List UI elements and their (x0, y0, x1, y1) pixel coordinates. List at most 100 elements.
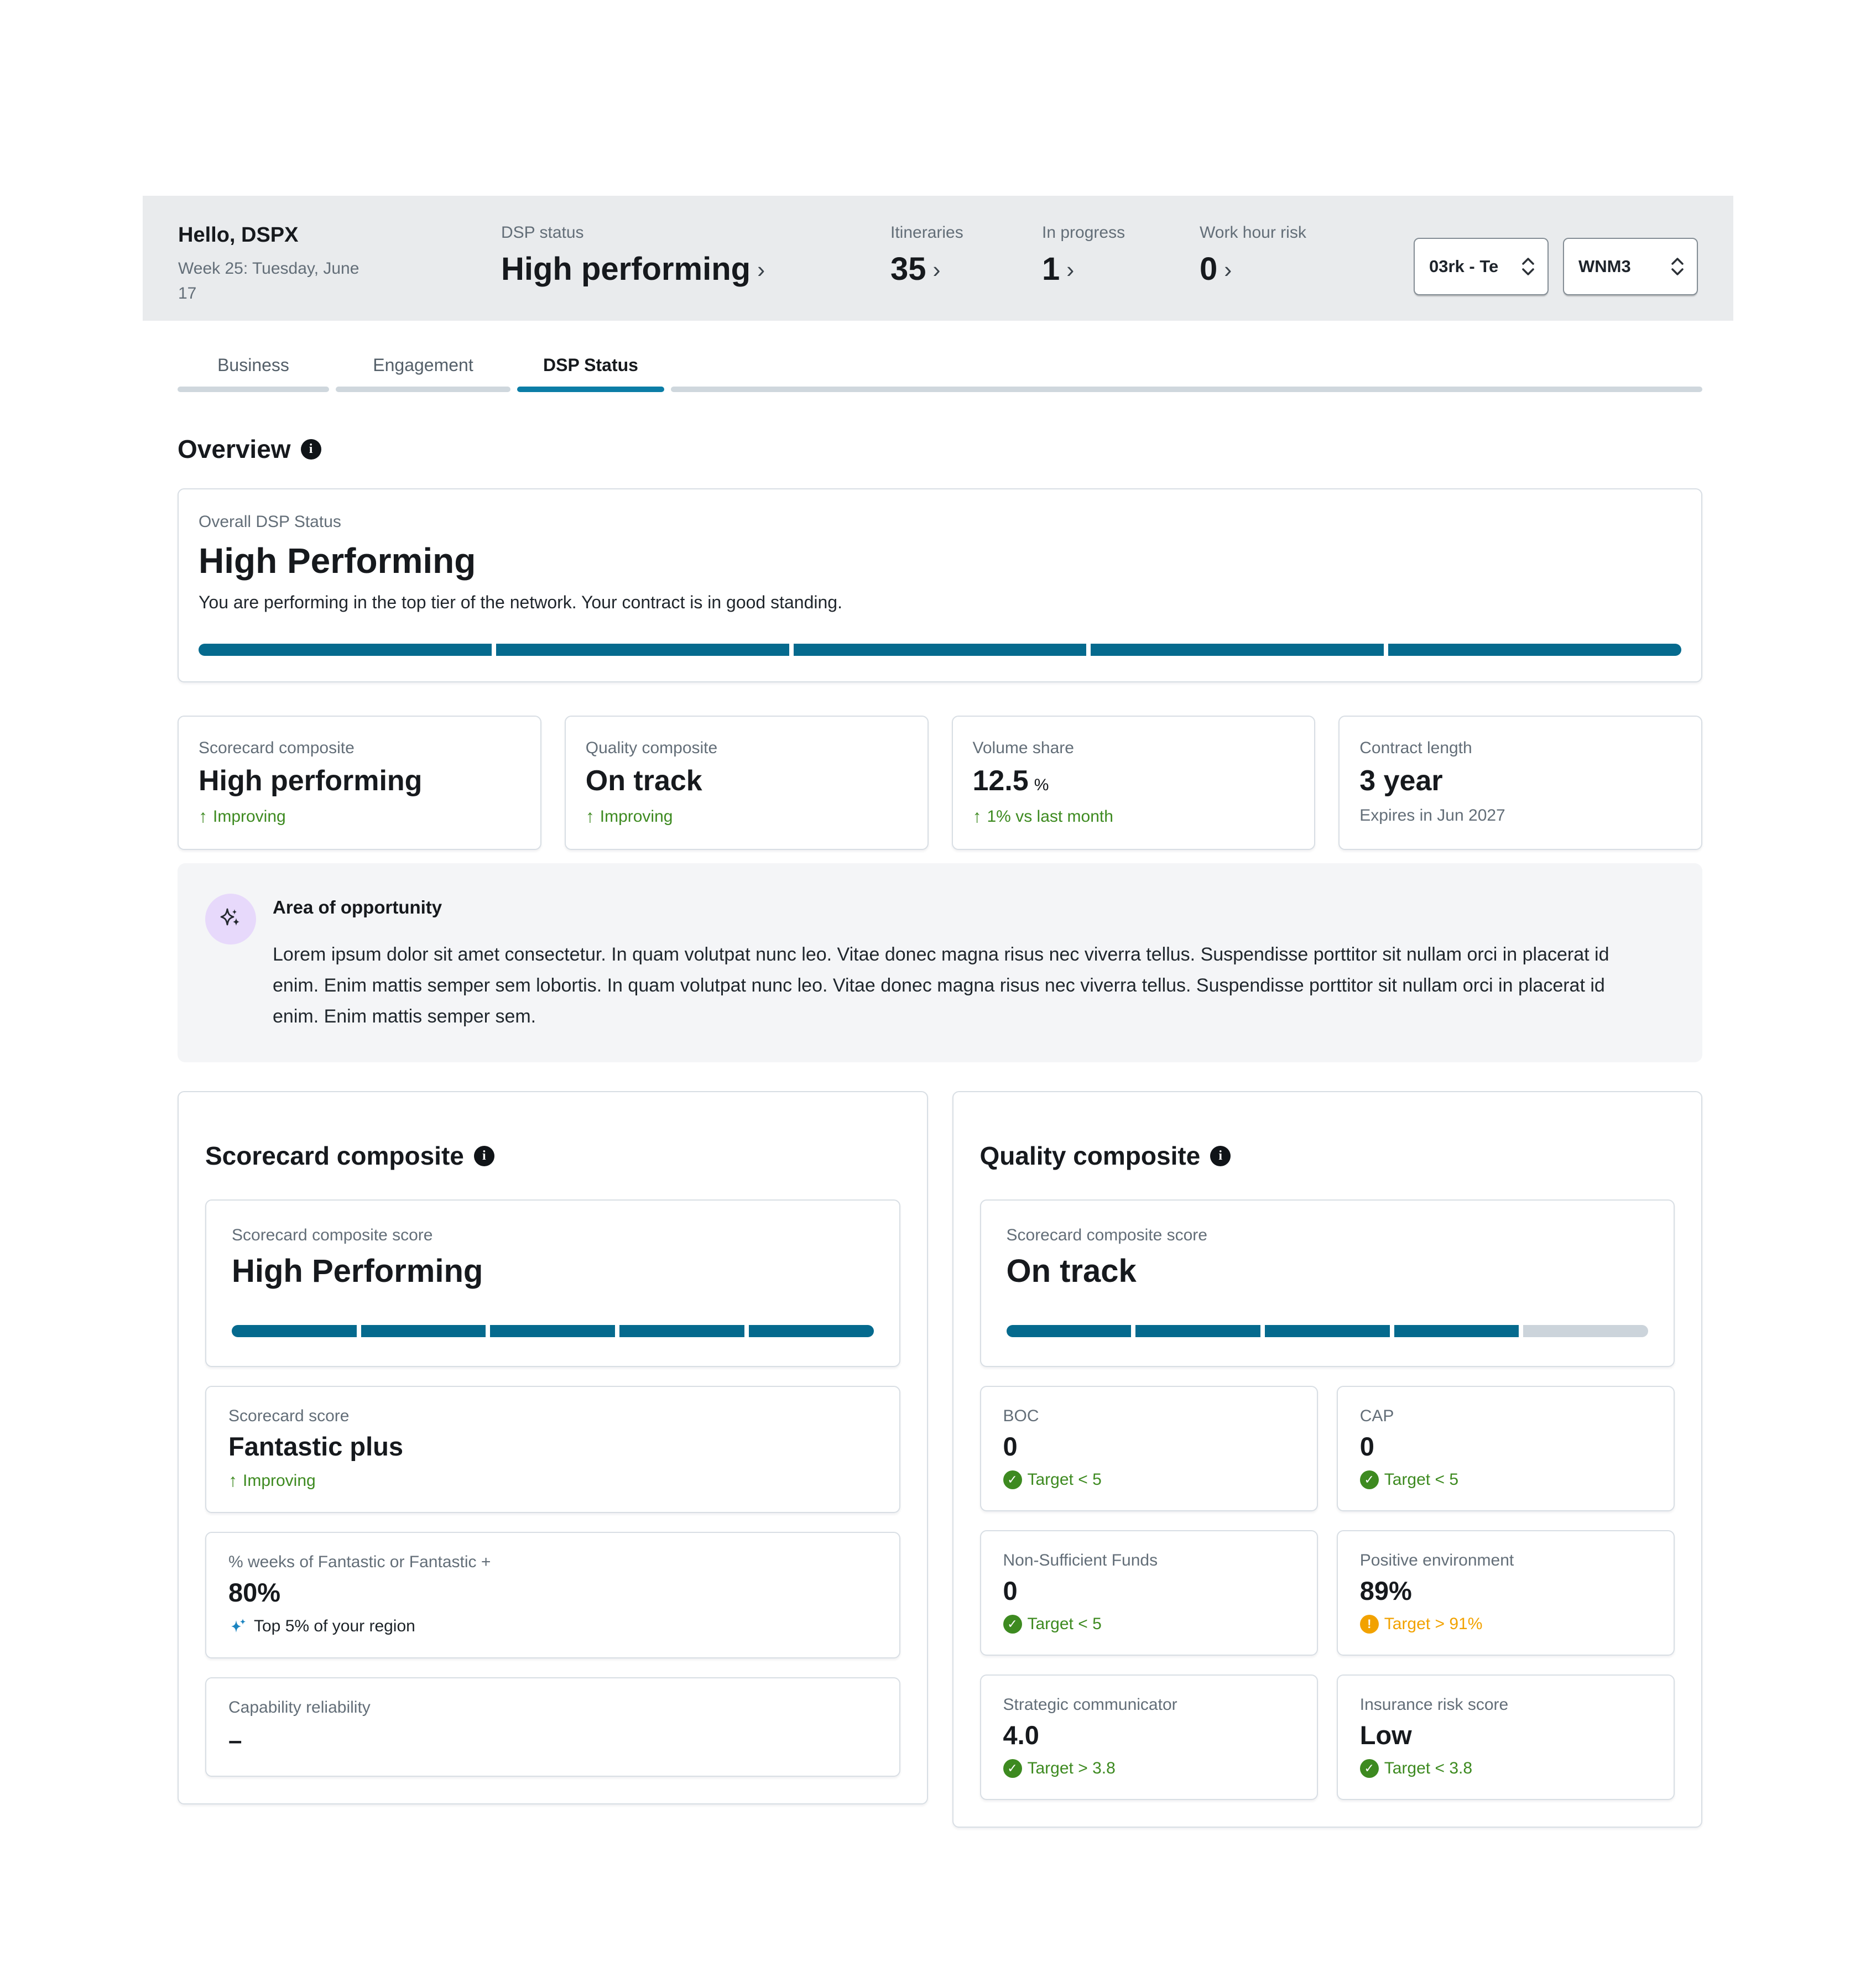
opportunity-body: Lorem ipsum dolor sit amet consectetur. … (273, 944, 1609, 1027)
station-selector-value: WNM3 (1578, 257, 1631, 276)
stat-value: On track (585, 765, 702, 797)
itineraries-label: Itineraries (890, 223, 963, 242)
metric-status-text: Target < 5 (1027, 1470, 1102, 1489)
progress-segment (1006, 1325, 1132, 1338)
progress-segment (1135, 1325, 1260, 1338)
stat-delta: ↑ Improving (199, 806, 520, 827)
ai-sparkle-icon (205, 894, 256, 945)
itineraries-link[interactable]: 35 › (890, 253, 1042, 285)
sparkle-icon (231, 1619, 246, 1633)
stat-note: Expires in Jun 2027 (1359, 806, 1681, 825)
header-in-progress: In progress 1 › (1042, 223, 1200, 285)
stat-label: Quality composite (585, 739, 718, 757)
progress-bar (199, 644, 1681, 656)
score-card-label: Scorecard composite score (1006, 1226, 1208, 1245)
tab-engagement-label: Engagement (373, 355, 473, 375)
metric-value: 0 (1003, 1576, 1018, 1606)
metric-label: CAP (1359, 1407, 1394, 1426)
metric-label: BOC (1003, 1407, 1039, 1426)
in-progress-label: In progress (1042, 223, 1125, 242)
scorecard-section-heading: Scorecard composite i (205, 1141, 900, 1171)
section-title: Scorecard composite (205, 1141, 464, 1171)
score-card-label: Scorecard composite score (232, 1226, 433, 1245)
stat-value: 3 year (1359, 765, 1443, 797)
metric-label: Strategic communicator (1003, 1695, 1177, 1714)
volume-share-number: 12.5 (972, 765, 1029, 797)
metric-label: Capability reliability (228, 1698, 371, 1717)
week-date-text: Week 25: Tuesday, June 17 (178, 259, 359, 302)
in-progress-link[interactable]: 1 › (1042, 253, 1200, 285)
metric-status: ! Target > 91% (1359, 1615, 1651, 1634)
scorecard-score-card: Scorecard composite score High Performin… (205, 1199, 900, 1368)
work-hour-risk-link[interactable]: 0 › (1200, 253, 1410, 285)
metric-status: ✓ Target < 3.8 (1359, 1759, 1651, 1778)
insurance-risk-metric-card: Insurance risk score Low ✓ Target < 3.8 (1336, 1674, 1675, 1801)
dsp-status-link[interactable]: High performing › (501, 253, 890, 285)
tab-dsp-status-label: DSP Status (543, 355, 638, 375)
scorecard-composite-stat-card: Scorecard composite High performing ↑ Im… (178, 716, 541, 850)
chevrons-updown-icon (1671, 258, 1684, 275)
progress-segment (1091, 644, 1384, 656)
chevron-right-icon: › (1066, 257, 1075, 283)
metric-value: 4.0 (1003, 1720, 1039, 1750)
metric-status-text: Target > 91% (1384, 1615, 1483, 1634)
metric-status-text: Target < 5 (1384, 1470, 1459, 1489)
overall-status-label: Overall DSP Status (199, 513, 341, 531)
progress-segment (496, 644, 789, 656)
check-circle-icon: ✓ (1359, 1759, 1379, 1778)
progress-bar (232, 1325, 874, 1338)
metric-status: Top 5% of your region (228, 1616, 877, 1636)
itineraries-value: 35 (890, 251, 926, 287)
metric-label: Positive environment (1359, 1551, 1514, 1570)
warning-circle-icon: ! (1359, 1615, 1379, 1634)
progress-segment (1388, 644, 1681, 656)
stat-value: 12.5 % (973, 764, 1295, 797)
stat-value: High performing (199, 765, 423, 797)
score-card-value: On track (1006, 1253, 1137, 1290)
tab-dsp-status[interactable]: DSP Status (517, 355, 664, 392)
quality-metric-grid: BOC 0 ✓ Target < 5 CAP 0 ✓ Target < 5 (979, 1386, 1675, 1801)
check-circle-icon: ✓ (1359, 1470, 1379, 1490)
opportunity-content: Area of opportunity Lorem ipsum dolor si… (273, 894, 1619, 1032)
info-icon[interactable]: i (1210, 1145, 1231, 1166)
chevrons-updown-icon (1522, 258, 1534, 275)
stat-cards-row: Scorecard composite High performing ↑ Im… (178, 716, 1702, 850)
station-selector[interactable]: WNM3 (1563, 238, 1698, 295)
metric-status: ✓ Target < 5 (1003, 1470, 1295, 1490)
score-card-value: High Performing (232, 1253, 483, 1290)
metric-value: – (228, 1727, 242, 1755)
section-title: Quality composite (979, 1141, 1201, 1171)
quality-composite-section: Quality composite i Scorecard composite … (952, 1091, 1702, 1828)
tab-engagement[interactable]: Engagement (336, 355, 510, 392)
page-title: Overview (178, 435, 291, 463)
chevron-right-icon: › (1224, 257, 1232, 283)
stat-label: Contract length (1359, 739, 1472, 757)
info-icon[interactable]: i (473, 1145, 494, 1166)
in-progress-value: 1 (1042, 251, 1060, 287)
tab-bar: Business Engagement DSP Status (178, 355, 1702, 392)
progress-segment (199, 644, 492, 656)
metric-value: 89% (1359, 1576, 1412, 1606)
info-icon[interactable]: i (300, 439, 321, 460)
work-hour-risk-value: 0 (1200, 251, 1218, 287)
scorecard-composite-section: Scorecard composite i Scorecard composit… (178, 1091, 928, 1805)
overall-dsp-status-card: Overall DSP Status High Performing You a… (178, 488, 1702, 682)
up-arrow-icon: ↑ (228, 1470, 237, 1491)
metric-value: Fantastic plus (228, 1432, 404, 1462)
tab-business[interactable]: Business (178, 355, 329, 392)
org-selector[interactable]: 03rk - Te (1414, 238, 1549, 295)
progress-segment (793, 644, 1087, 656)
fantastic-weeks-metric-card: % weeks of Fantastic or Fantastic + 80% … (205, 1532, 900, 1659)
stat-delta-text: Improving (213, 807, 286, 826)
up-arrow-icon: ↑ (972, 806, 982, 826)
quality-section-heading: Quality composite i (980, 1141, 1675, 1171)
quality-score-card: Scorecard composite score On track (979, 1199, 1675, 1368)
stat-delta-text: Improving (600, 807, 673, 826)
header-dsp-status: DSP status High performing › (501, 223, 890, 285)
boc-metric-card: BOC 0 ✓ Target < 5 (979, 1386, 1318, 1512)
metric-status: ✓ Target > 3.8 (1003, 1759, 1295, 1778)
stat-delta-text: 1% vs last month (987, 807, 1113, 826)
progress-segment (748, 1325, 874, 1338)
header-selectors: 03rk - Te WNM3 (1414, 238, 1698, 295)
